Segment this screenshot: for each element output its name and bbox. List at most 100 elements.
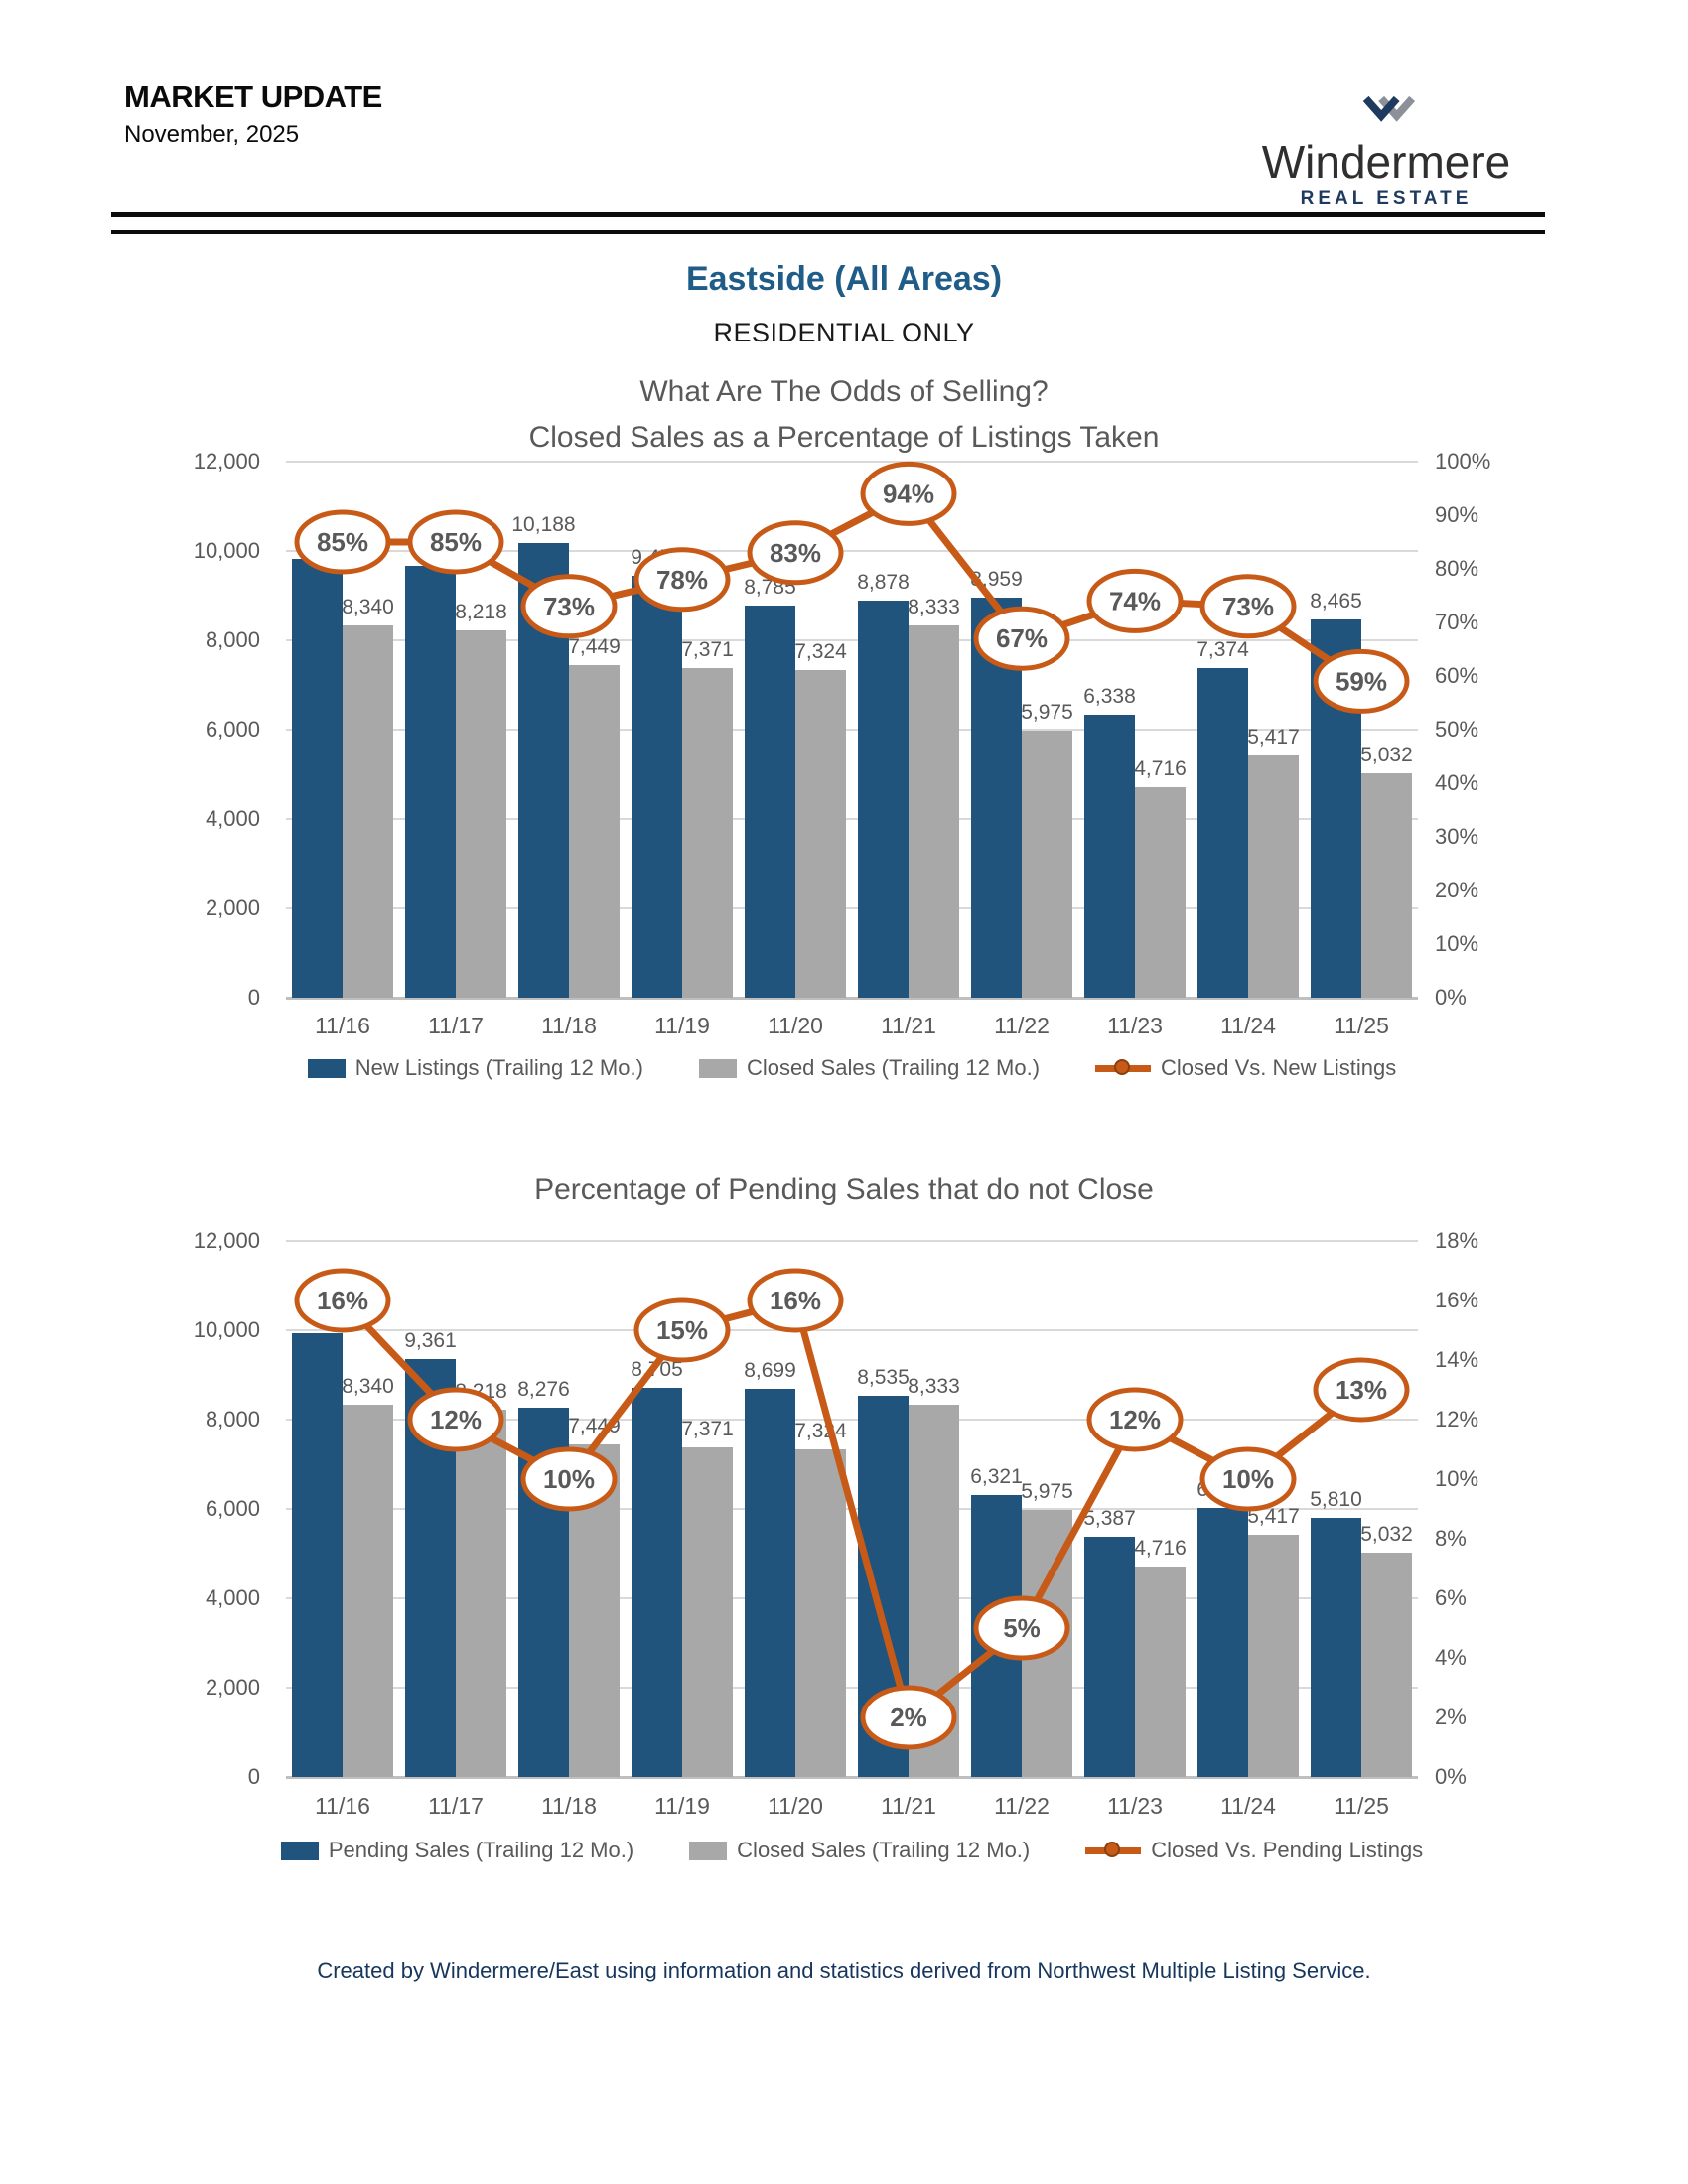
right-axis-tick: 16% (1435, 1288, 1479, 1312)
right-axis-tick: 50% (1435, 717, 1479, 742)
left-axis-tick: 2,000 (205, 895, 260, 920)
bar-label: 4,716 (1134, 756, 1187, 780)
bar-label: 8,705 (631, 1358, 683, 1382)
left-axis-tick: 8,000 (205, 627, 260, 652)
bar-primary-11/18 (518, 1407, 569, 1777)
bar-closed-11/18 (569, 1443, 620, 1777)
pct-bubble-label: 16% (770, 1286, 821, 1315)
bar-label: 5,417 (1247, 726, 1300, 750)
chart-title-line: Closed Sales as a Percentage of Listings… (528, 421, 1160, 454)
pct-bubble (747, 1268, 844, 1333)
bar-closed-11/24 (1248, 1535, 1299, 1777)
pct-bubble (294, 1268, 391, 1333)
bar-closed-11/16 (343, 624, 393, 998)
legend-item: Pending Sales (Trailing 12 Mo.) (280, 1838, 634, 1863)
left-axis-tick: 4,000 (205, 806, 260, 831)
x-axis-line (286, 1776, 1418, 1779)
legend-line-marker-icon (1085, 1841, 1142, 1860)
x-axis-label: 11/22 (994, 1013, 1050, 1038)
right-axis-tick: 6% (1435, 1585, 1467, 1610)
bar-closed-11/21 (909, 625, 959, 998)
gridline (286, 461, 1418, 463)
right-axis-tick: 8% (1435, 1526, 1467, 1551)
bar-closed-11/21 (909, 1405, 959, 1777)
x-axis-line (286, 997, 1418, 1000)
bar-primary-11/20 (745, 1388, 795, 1777)
bar-label: 5,387 (1083, 1506, 1136, 1530)
bar-closed-11/25 (1361, 1552, 1412, 1777)
bar-closed-11/23 (1135, 786, 1186, 998)
legend-swatch-icon (280, 1841, 319, 1860)
pct-bubble-label: 16% (317, 1286, 368, 1315)
legend-label: Pending Sales (Trailing 12 Mo.) (328, 1838, 634, 1862)
bar-primary-11/16 (292, 1333, 343, 1777)
x-axis-label: 11/19 (654, 1793, 710, 1819)
legend-line-dot (1114, 1059, 1131, 1075)
gridline (286, 818, 1418, 820)
x-axis-label: 11/23 (1107, 1013, 1163, 1038)
bar-primary-11/25 (1311, 1517, 1361, 1777)
gridline (286, 907, 1418, 909)
bar-closed-11/20 (795, 670, 846, 998)
legend-line-dot (1104, 1842, 1121, 1857)
legend-swatch-icon (689, 1841, 728, 1860)
x-axis-label: 11/16 (315, 1013, 370, 1038)
pct-marker (335, 1293, 351, 1308)
x-axis-label: 11/20 (768, 1793, 823, 1819)
bar-primary-11/17 (405, 1358, 456, 1777)
residential-subtitle: RESIDENTIAL ONLY (713, 318, 975, 347)
right-axis-tick: 100% (1435, 449, 1491, 474)
bar-closed-11/18 (569, 664, 620, 998)
legend-swatch-icon (698, 1058, 737, 1078)
x-axis-label: 11/18 (541, 1793, 597, 1819)
right-axis-tick: 20% (1435, 878, 1479, 902)
legend-item: Closed Sales (Trailing 12 Mo.) (698, 1055, 1040, 1081)
right-axis-tick: 0% (1435, 985, 1467, 1010)
logo-wordmark: Windermere (1261, 136, 1511, 188)
bar-primary-11/24 (1197, 1508, 1248, 1777)
right-axis-tick: 70% (1435, 610, 1479, 634)
bar-closed-11/19 (682, 668, 733, 998)
x-axis-label: 11/16 (315, 1793, 370, 1819)
legend-item: New Listings (Trailing 12 Mo.) (307, 1055, 643, 1081)
right-axis-tick: 2% (1435, 1705, 1467, 1729)
gridline (286, 1240, 1418, 1242)
right-axis-tick: 14% (1435, 1347, 1479, 1372)
region-title: Eastside (All Areas) (685, 260, 1003, 298)
bar-label: 5,975 (1021, 701, 1073, 725)
bar-closed-11/19 (682, 1447, 733, 1777)
bar-label: 6,338 (1083, 684, 1136, 708)
x-axis-label: 11/20 (768, 1013, 823, 1038)
pct-bubble (1313, 1357, 1410, 1423)
x-axis-label: 11/19 (654, 1013, 710, 1038)
bar-label: 5,810 (1310, 1487, 1362, 1511)
right-axis-tick: 90% (1435, 502, 1479, 527)
bar-label: 5,032 (1360, 1522, 1413, 1546)
page-date: November, 2025 (124, 121, 300, 148)
bar-label: 5,975 (1021, 1480, 1073, 1504)
bar-closed-11/17 (456, 1410, 506, 1777)
page-title: MARKET UPDATE (124, 79, 382, 114)
left-axis-tick: 12,000 (193, 449, 260, 474)
right-axis-tick: 12% (1435, 1407, 1479, 1432)
legend-line-marker-icon (1095, 1058, 1152, 1078)
right-axis-tick: 10% (1435, 1466, 1479, 1491)
right-axis-tick: 18% (1435, 1228, 1479, 1253)
pct-marker (787, 1293, 803, 1308)
legend-label: New Listings (Trailing 12 Mo.) (354, 1055, 643, 1080)
bar-label: 6,019 (1196, 1478, 1249, 1502)
right-axis-tick: 0% (1435, 1764, 1467, 1789)
x-axis-label: 11/24 (1220, 1793, 1276, 1819)
x-axis-label: 11/21 (881, 1793, 936, 1819)
pct-marker (1353, 1382, 1369, 1398)
bar-label: 5,032 (1360, 743, 1413, 766)
x-axis-label: 11/22 (994, 1793, 1050, 1819)
bar-label: 8,333 (908, 1375, 960, 1398)
chart-legend: Pending Sales (Trailing 12 Mo.) Closed Sa… (280, 1837, 1423, 1864)
left-axis-tick: 12,000 (193, 1228, 260, 1253)
header-divider (111, 212, 1545, 234)
left-axis-tick: 0 (247, 1764, 260, 1789)
bar-primary-11/23 (1084, 714, 1135, 998)
